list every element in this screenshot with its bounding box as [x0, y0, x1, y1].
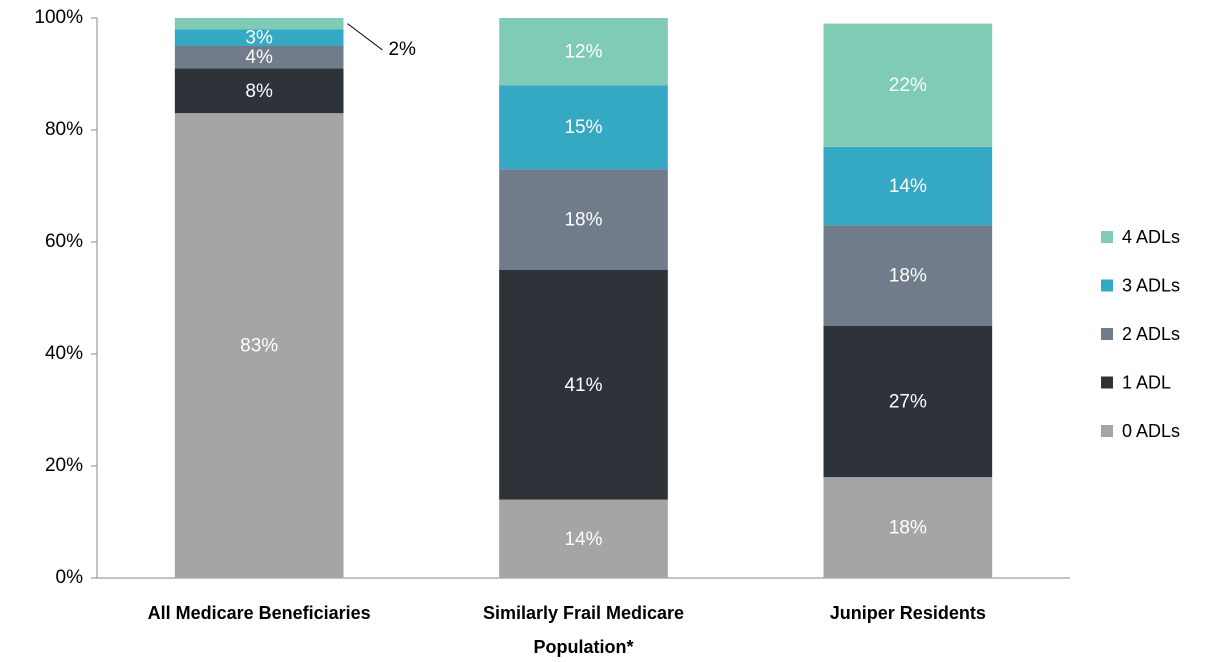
x-tick-label: Similarly Frail Medicare Population* — [482, 603, 685, 657]
y-tick-label: 40% — [45, 343, 83, 364]
y-tick-label: 60% — [45, 231, 83, 252]
bar-segment — [823, 326, 993, 478]
bar-segment — [174, 29, 344, 46]
bar-segment — [174, 46, 344, 69]
y-tick-label: 80% — [45, 119, 83, 140]
bar-segment — [499, 169, 668, 270]
value-label: 18% — [564, 210, 602, 231]
value-label: 8% — [245, 81, 273, 102]
value-label: 41% — [564, 375, 602, 396]
x-tick-label: Juniper Residents — [829, 603, 986, 623]
bar-segment — [823, 477, 993, 578]
y-tick-label: 100% — [34, 7, 83, 28]
bar-segment — [499, 499, 668, 578]
value-label: 18% — [889, 266, 927, 287]
x-tick-label: All Medicare Beneficiaries — [147, 603, 371, 623]
legend-swatch — [1101, 425, 1113, 437]
legend-swatch — [1101, 328, 1113, 340]
legend-swatch — [1101, 376, 1113, 389]
value-label: 2% — [388, 39, 416, 60]
bar-segment — [174, 18, 344, 30]
value-label: 18% — [889, 518, 927, 539]
legend-label: 3 ADLs — [1122, 275, 1180, 295]
bar-segment — [174, 113, 344, 578]
legend-label: 2 ADLs — [1122, 324, 1180, 344]
value-label: 22% — [889, 75, 927, 96]
leader-line — [347, 23, 383, 51]
value-label: 4% — [245, 47, 273, 68]
value-label: 27% — [889, 392, 927, 413]
legend-label: 4 ADLs — [1122, 227, 1180, 247]
bar-segment — [174, 68, 344, 114]
legend-label: 0 ADLs — [1122, 421, 1180, 441]
bar-segment — [499, 270, 668, 500]
bar-segment — [823, 225, 993, 326]
y-tick-label: 0% — [56, 567, 84, 588]
bar-segment — [499, 18, 668, 86]
value-label: 3% — [245, 28, 273, 49]
legend-label: 1 ADL — [1122, 372, 1171, 392]
value-label: 83% — [240, 336, 278, 357]
legend-swatch — [1101, 231, 1113, 243]
y-tick-label: 20% — [45, 455, 83, 476]
value-label: 15% — [564, 117, 602, 138]
bar-segment — [499, 85, 668, 170]
value-label: 12% — [564, 42, 602, 63]
bar-segment — [823, 146, 993, 226]
bar-segment — [823, 23, 993, 147]
legend-swatch — [1101, 279, 1113, 292]
value-label: 14% — [889, 176, 927, 197]
value-label: 14% — [564, 529, 602, 550]
